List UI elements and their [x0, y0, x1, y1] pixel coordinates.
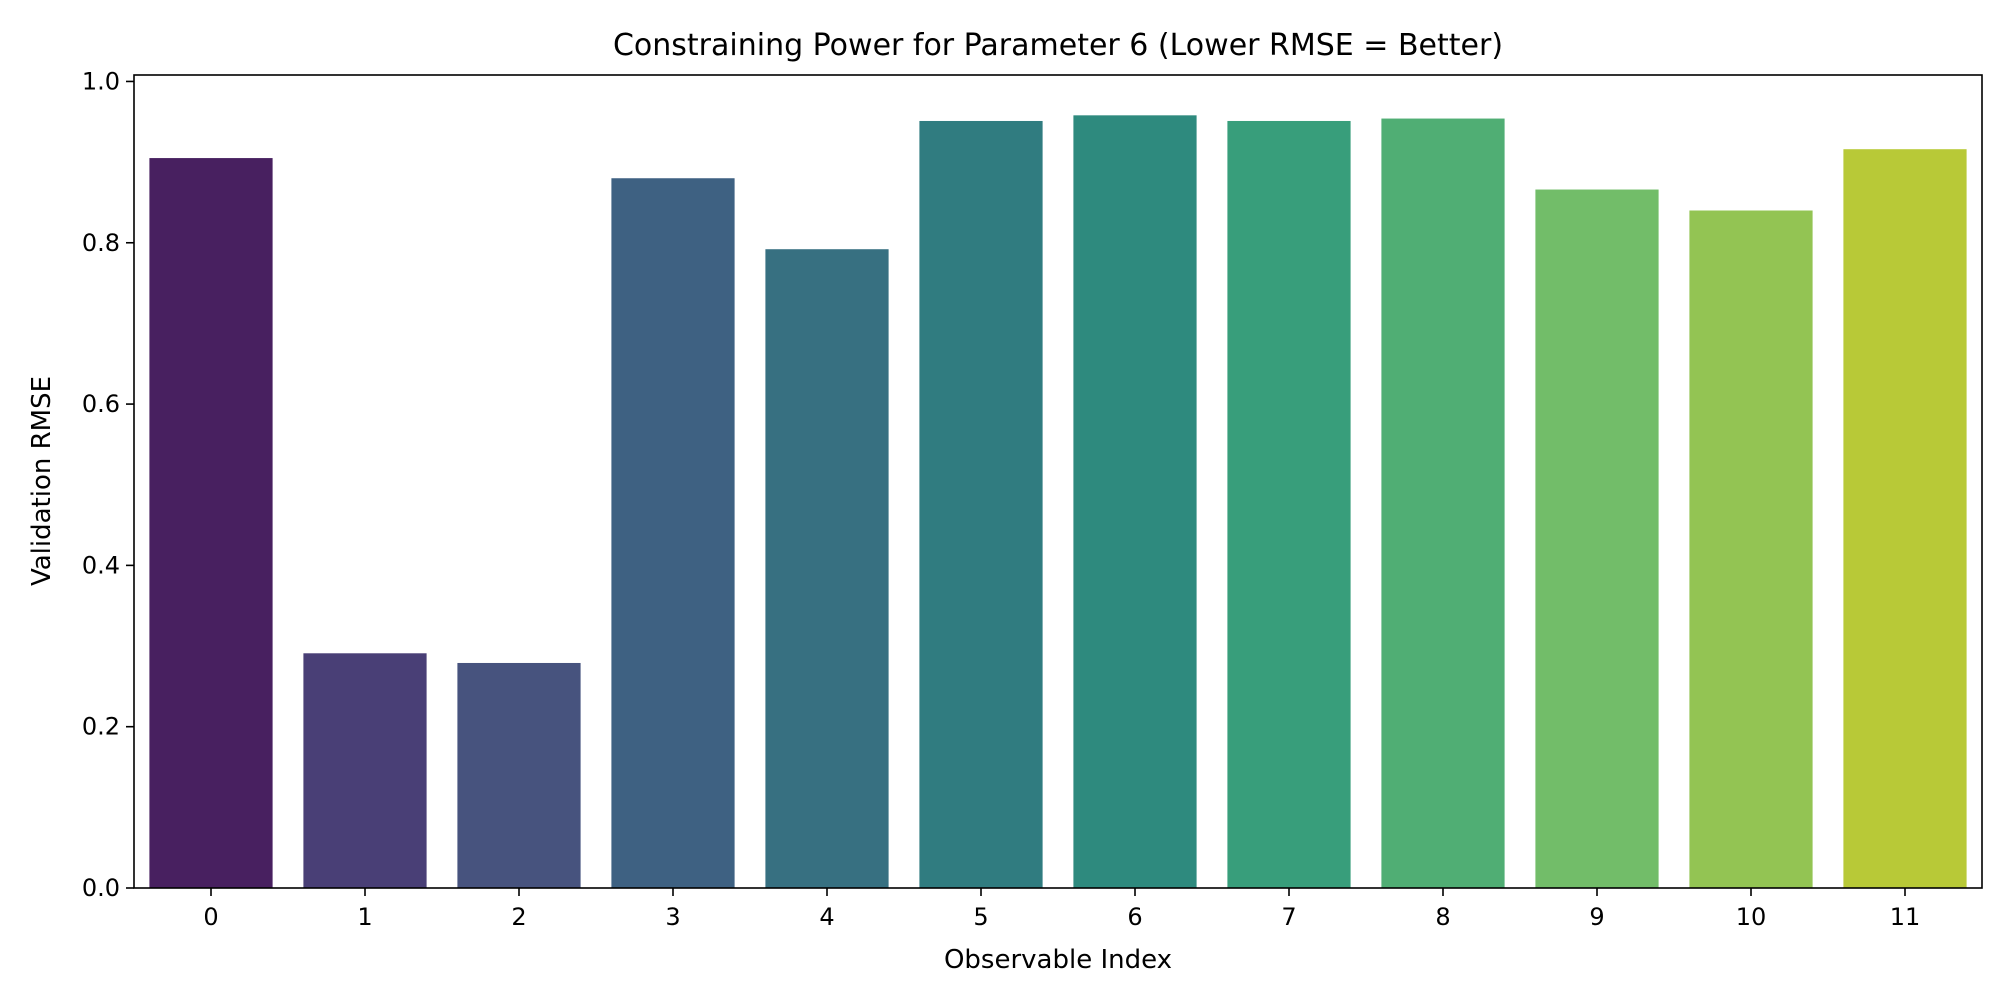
- bar-6: [1073, 115, 1197, 888]
- x-axis-ticks: 0 1 2 3 4 5 6 7 8 9 10 11: [203, 888, 1920, 931]
- x-tick-label: 8: [1435, 903, 1450, 931]
- x-tick-label: 1: [357, 903, 372, 931]
- y-axis-ticks: 0.0 0.2 0.4 0.6 0.8 1.0: [82, 67, 134, 902]
- x-tick-label: 5: [973, 903, 988, 931]
- y-tick-label: 1.0: [82, 67, 120, 95]
- x-tick-label: 4: [819, 903, 834, 931]
- y-tick-label: 0.4: [82, 551, 120, 579]
- bar-1: [303, 653, 427, 888]
- bar-4: [765, 249, 889, 888]
- bar-5: [919, 120, 1043, 889]
- y-tick-label: 0.0: [82, 874, 120, 902]
- bars: [149, 115, 1967, 889]
- x-tick-label: 6: [1127, 903, 1142, 931]
- plot-frame: [133, 74, 1983, 889]
- bar-10: [1689, 210, 1813, 888]
- x-tick-label: 7: [1281, 903, 1296, 931]
- x-axis-label: Observable Index: [944, 945, 1172, 975]
- x-tick-label: 2: [511, 903, 526, 931]
- x-tick-label: 11: [1890, 903, 1921, 931]
- bar-11: [1843, 149, 1967, 888]
- chart-title: Constraining Power for Parameter 6 (Lowe…: [613, 28, 1503, 63]
- bar-7: [1227, 120, 1351, 889]
- bar-3: [611, 178, 735, 889]
- x-tick-label: 0: [203, 903, 218, 931]
- x-tick-label: 3: [665, 903, 680, 931]
- y-axis-label: Validation RMSE: [27, 376, 57, 586]
- bar-8: [1381, 118, 1505, 889]
- y-tick-label: 0.6: [82, 390, 120, 418]
- bar-2: [457, 662, 581, 888]
- x-tick-label: 10: [1736, 903, 1767, 931]
- y-tick-label: 0.8: [82, 229, 120, 257]
- bar-0: [149, 158, 273, 888]
- y-tick-label: 0.2: [82, 713, 120, 741]
- bar-9: [1535, 189, 1659, 888]
- x-tick-label: 9: [1589, 903, 1604, 931]
